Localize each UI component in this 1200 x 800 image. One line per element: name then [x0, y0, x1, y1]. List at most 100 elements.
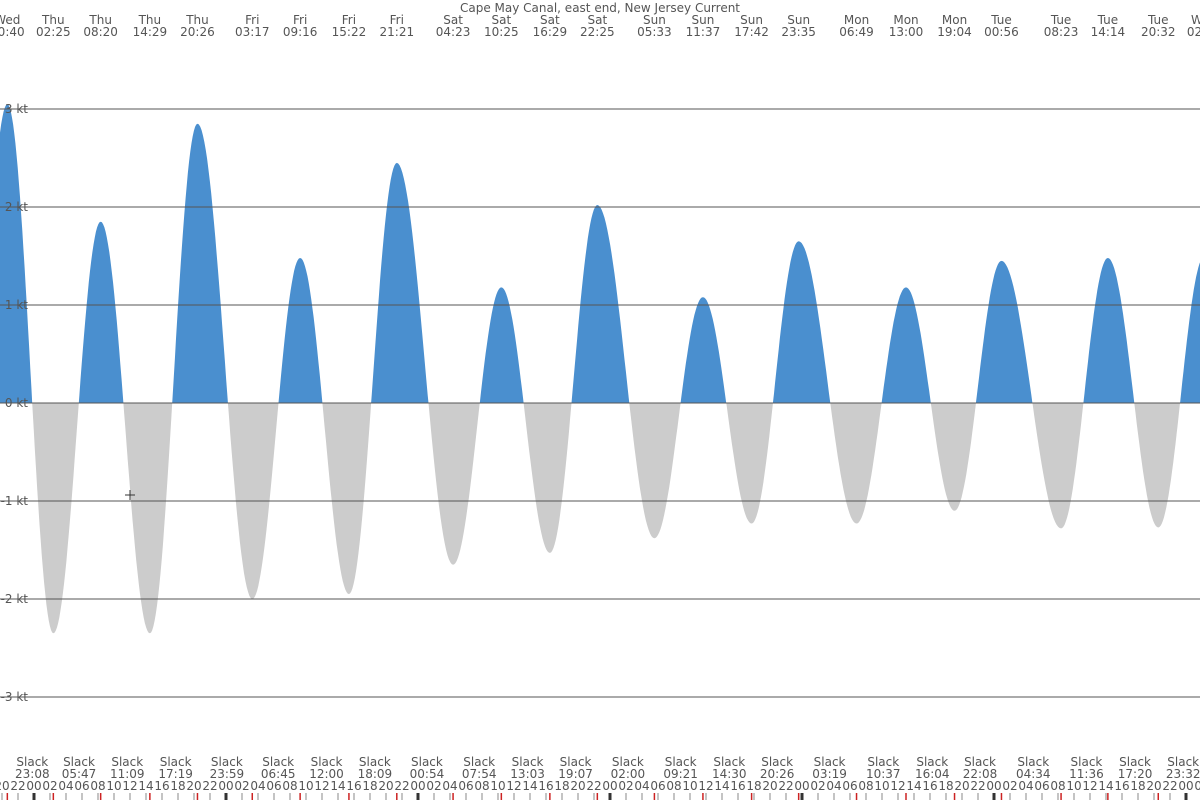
ebb-lobe	[930, 403, 976, 511]
hour-tick-label: 04	[826, 779, 841, 793]
hour-tick-label: 04	[634, 779, 649, 793]
extremum-day-label: Sun	[787, 13, 810, 27]
hour-tick-label: 08	[666, 779, 681, 793]
hour-tick-label: 20	[186, 779, 201, 793]
extremum-time-label: 17:42	[734, 25, 769, 39]
hour-tick-label: 22	[1162, 779, 1177, 793]
flood-lobe	[975, 260, 1033, 403]
hour-tick-label: 08	[474, 779, 489, 793]
slack-time-label: 18:09	[358, 767, 393, 781]
extremum-day-label: Thu	[41, 13, 65, 27]
hour-tick-label: 02	[234, 779, 249, 793]
slack-label: Slack	[761, 755, 793, 769]
slack-time-label: 02:00	[611, 767, 646, 781]
hour-tick-label: 14	[714, 779, 729, 793]
extremum-time-label: 23:35	[781, 25, 816, 39]
hour-tick-label: 18	[746, 779, 761, 793]
hour-tick-label: 14	[906, 779, 921, 793]
hour-tick-label: 22	[970, 779, 985, 793]
extremum-day-label: Thu	[88, 13, 112, 27]
hour-tick-label: 14	[330, 779, 345, 793]
flood-lobe	[571, 205, 630, 403]
hour-tick-label: 14	[1098, 779, 1113, 793]
slack-label: Slack	[1071, 755, 1103, 769]
slack-label: Slack	[311, 755, 343, 769]
hour-tick-label: 18	[938, 779, 953, 793]
hour-tick-label: 22	[10, 779, 25, 793]
hour-tick-label: 02	[426, 779, 441, 793]
hour-tick-label: 12	[890, 779, 905, 793]
hour-tick-label: 16	[730, 779, 745, 793]
hour-tick-label: 06	[842, 779, 857, 793]
ebb-lobe	[1032, 403, 1084, 529]
extremum-time-label: 21:21	[380, 25, 415, 39]
hour-tick-label: 18	[554, 779, 569, 793]
hour-tick-label: 14	[522, 779, 537, 793]
flood-lobe	[278, 258, 323, 403]
hour-tick-label: 10	[490, 779, 505, 793]
hour-tick-label: 00	[410, 779, 425, 793]
hour-tick-label: 20	[570, 779, 585, 793]
hour-tick-label: 18	[362, 779, 377, 793]
extremum-day-label: Fri	[245, 13, 259, 27]
extremum-time-label: 08:23	[1044, 25, 1079, 39]
slack-time-label: 00:54	[410, 767, 445, 781]
ebb-lobe	[629, 403, 681, 539]
y-tick-label: 2 kt	[5, 200, 28, 214]
slack-label: Slack	[411, 755, 443, 769]
extremum-day-label: Tue	[1147, 13, 1169, 27]
slack-label: Slack	[1017, 755, 1049, 769]
slack-time-label: 11:09	[110, 767, 145, 781]
hour-tick-label: 16	[154, 779, 169, 793]
hour-tick-label: 02	[1002, 779, 1017, 793]
extremum-day-label: Sat	[587, 13, 607, 27]
slack-label: Slack	[964, 755, 996, 769]
hour-tick-label: 00	[26, 779, 41, 793]
ebb-lobe	[1134, 403, 1180, 528]
slack-time-label: 22:08	[963, 767, 998, 781]
y-tick-label: 1 kt	[5, 298, 28, 312]
extremum-time-label: 20:40	[0, 25, 25, 39]
slack-label: Slack	[1167, 755, 1199, 769]
extremum-day-label: Wed	[0, 13, 20, 27]
flood-lobe	[172, 123, 228, 403]
slack-time-label: 19:07	[558, 767, 593, 781]
hour-tick-label: 12	[1082, 779, 1097, 793]
y-tick-label: -3 kt	[1, 690, 29, 704]
extremum-time-label: 05:33	[637, 25, 672, 39]
extremum-time-label: 14:14	[1091, 25, 1126, 39]
flood-lobe	[881, 287, 931, 403]
flood-lobe	[479, 287, 524, 403]
hour-tick-label: 02	[810, 779, 825, 793]
flood-lobe	[371, 162, 429, 403]
extremum-day-label: Tue	[1097, 13, 1119, 27]
slack-label: Slack	[111, 755, 143, 769]
hour-tick-label: 20	[1146, 779, 1161, 793]
gridline-layer	[0, 108, 1200, 698]
extremum-time-label: 11:37	[686, 25, 721, 39]
hour-tick-label: 06	[650, 779, 665, 793]
extremum-day-label: Fri	[342, 13, 356, 27]
extremum-day-label: Fri	[293, 13, 307, 27]
hour-tick-label: 02	[1194, 779, 1200, 793]
extremum-day-label: Mon	[844, 13, 869, 27]
hour-tick-label: 00	[218, 779, 233, 793]
extremum-day-label: Fri	[390, 13, 404, 27]
slack-time-label: 10:37	[866, 767, 901, 781]
crosshair-cursor	[125, 490, 135, 500]
extremum-day-label: Sun	[740, 13, 763, 27]
extremum-time-label: 03:17	[235, 25, 270, 39]
hour-tick-label: 10	[874, 779, 889, 793]
slack-label: Slack	[63, 755, 95, 769]
extremum-day-label: Sat	[540, 13, 560, 27]
slack-time-label: 09:21	[663, 767, 698, 781]
hour-tick-label: 06	[74, 779, 89, 793]
slack-time-label: 05:47	[62, 767, 97, 781]
ebb-lobe	[726, 403, 773, 524]
slack-label: Slack	[359, 755, 391, 769]
slack-time-label: 07:54	[462, 767, 497, 781]
extremum-time-label: 10:25	[484, 25, 519, 39]
y-tick-label: 0 kt	[5, 396, 28, 410]
extremum-day-label: Mon	[893, 13, 918, 27]
